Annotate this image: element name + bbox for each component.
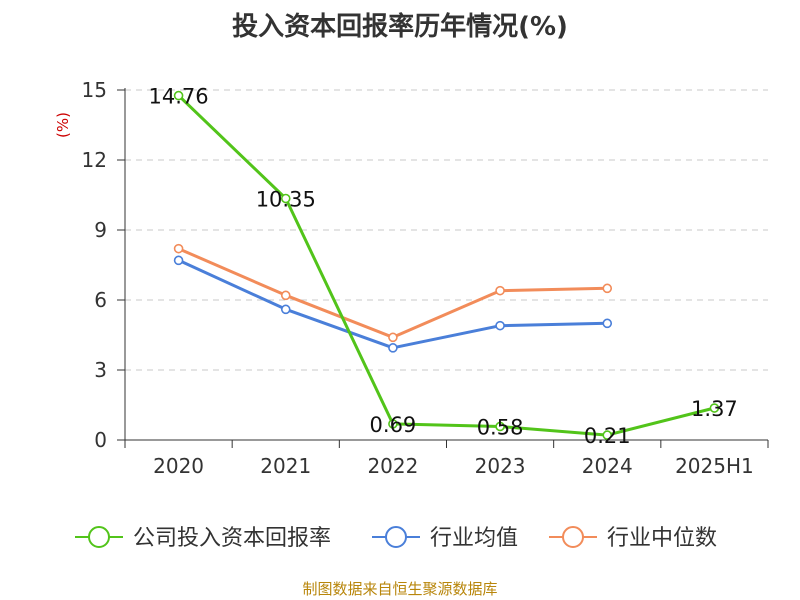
data-point: [173, 243, 184, 254]
legend-marker-icon: [385, 526, 407, 548]
legend-label: 行业均值: [430, 526, 518, 551]
data-point: [602, 318, 613, 329]
data-point: [280, 193, 291, 204]
data-point: [280, 290, 291, 301]
data-label: 0.69: [370, 413, 417, 437]
legend-label: 行业中位数: [607, 526, 717, 551]
legend-marker-icon: [562, 526, 584, 548]
data-point: [495, 320, 505, 331]
series-lines: [173, 90, 720, 440]
data-label: 0.21: [584, 424, 631, 448]
y-tick-label: 6: [94, 288, 107, 312]
x-tick-label: 2023: [475, 454, 526, 478]
series-line: [177, 94, 715, 437]
data-point: [173, 255, 184, 266]
y-tick-label: 3: [94, 358, 107, 382]
y-tick-label: 15: [82, 78, 107, 102]
x-tick-label: 2021: [260, 454, 311, 478]
data-label: 0.58: [477, 415, 524, 439]
data-label: 1.37: [691, 397, 738, 421]
y-tick-label: 9: [94, 218, 107, 242]
legend: 公司投入资本回报率 行业均值 行业中位数: [75, 526, 717, 551]
data-point: [388, 332, 398, 343]
y-tick-label: 0: [94, 428, 107, 452]
x-tick-label: 2025H1: [675, 454, 754, 478]
data-label: 14.76: [149, 85, 209, 109]
source-note: 制图数据来自恒生聚源数据库: [302, 580, 498, 598]
data-point: [709, 403, 720, 413]
x-tick-label: 2020: [153, 454, 204, 478]
grid-lines: [125, 89, 768, 371]
data-point: [495, 285, 505, 296]
data-point: [388, 419, 398, 429]
data-label: 10.35: [256, 188, 316, 212]
data-labels: 14.76 10.35 0.69 0.58 0.21 1.37: [149, 85, 738, 449]
legend-label: 公司投入资本回报率: [133, 526, 331, 551]
data-point: [602, 430, 613, 440]
data-point: [173, 90, 184, 101]
chart-title: 投入资本回报率历年情况(%): [232, 12, 568, 42]
x-tick-label: 2024: [582, 454, 633, 478]
legend-marker-icon: [88, 526, 110, 548]
data-point: [388, 343, 398, 353]
y-axis-unit-label: (%): [54, 112, 72, 138]
x-tick-label: 2022: [367, 454, 418, 478]
axes: 0 3 6 9 12 15 (%) 2020 2021 2022 2023 2024 2025H1: [54, 78, 769, 478]
data-point: [495, 421, 505, 432]
data-point: [280, 304, 291, 315]
data-point: [602, 283, 613, 294]
y-tick-label: 12: [82, 148, 107, 172]
